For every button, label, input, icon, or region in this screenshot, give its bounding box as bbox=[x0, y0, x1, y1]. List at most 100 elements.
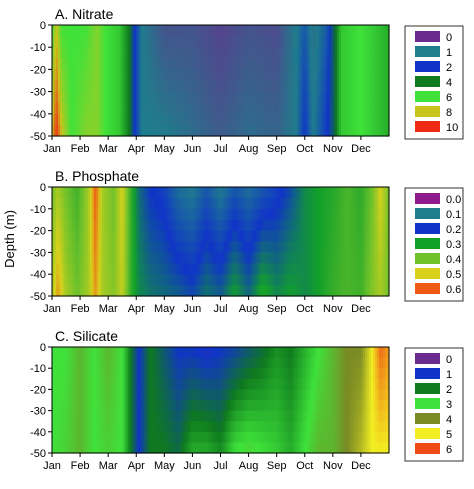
heatmap-cell bbox=[298, 230, 302, 243]
heatmap-cell bbox=[266, 208, 270, 221]
heatmap-cell bbox=[184, 36, 187, 48]
heatmap-cell bbox=[68, 389, 71, 401]
heatmap-cell bbox=[190, 47, 194, 59]
heatmap-cell bbox=[304, 69, 308, 82]
heatmap-cell bbox=[264, 431, 268, 443]
heatmap-cell bbox=[192, 197, 196, 210]
heatmap-cell bbox=[258, 80, 262, 93]
heatmap-cell bbox=[102, 80, 105, 93]
heatmap-cell bbox=[126, 197, 129, 210]
heatmap-cell bbox=[348, 187, 352, 199]
heatmap-cell bbox=[166, 421, 169, 433]
heatmap-cell bbox=[120, 357, 123, 369]
heatmap-cell bbox=[122, 187, 125, 199]
heatmap-cell bbox=[338, 252, 342, 264]
heatmap-cell bbox=[168, 368, 171, 380]
heatmap-cell bbox=[204, 102, 208, 115]
heatmap-cell bbox=[170, 347, 173, 359]
heatmap-cell bbox=[112, 36, 115, 48]
heatmap-cell bbox=[332, 263, 336, 275]
heatmap-cell bbox=[62, 113, 65, 126]
heatmap-cell bbox=[72, 197, 75, 210]
heatmap-cell bbox=[190, 389, 194, 401]
heatmap-cell bbox=[198, 187, 202, 199]
heatmap-cell bbox=[234, 368, 238, 380]
heatmap-cell bbox=[258, 124, 262, 137]
heatmap-cell bbox=[226, 230, 230, 243]
heatmap-cell bbox=[308, 368, 312, 380]
heatmap-cell bbox=[130, 400, 133, 412]
heatmap-cell bbox=[310, 400, 314, 412]
heatmap-cell bbox=[194, 263, 198, 275]
heatmap-cell bbox=[126, 69, 129, 82]
heatmap-cell bbox=[228, 421, 232, 433]
heatmap-cell bbox=[202, 187, 206, 199]
heatmap-cell bbox=[86, 442, 89, 454]
heatmap-cell bbox=[332, 208, 336, 221]
heatmap-cell bbox=[210, 252, 214, 264]
heatmap-cell bbox=[268, 431, 272, 443]
heatmap-cell bbox=[154, 124, 157, 137]
heatmap-cell bbox=[172, 442, 175, 454]
heatmap-cell bbox=[354, 91, 358, 104]
heatmap-cell bbox=[304, 241, 308, 253]
heatmap-cell bbox=[290, 357, 294, 369]
heatmap-cell bbox=[52, 421, 55, 433]
heatmap-cell bbox=[318, 47, 322, 59]
heatmap-cell bbox=[116, 69, 119, 82]
heatmap-cell bbox=[182, 219, 185, 232]
heatmap-cell bbox=[198, 389, 202, 401]
heatmap-cell bbox=[134, 208, 137, 221]
heatmap-cell bbox=[372, 124, 376, 137]
heatmap-cell bbox=[74, 124, 77, 137]
heatmap-cell bbox=[54, 285, 57, 297]
heatmap-cell bbox=[344, 421, 348, 433]
heatmap-cell bbox=[174, 25, 177, 37]
heatmap-cell bbox=[378, 187, 382, 199]
heatmap-cell bbox=[222, 219, 226, 232]
heatmap-cell bbox=[266, 124, 270, 137]
heatmap-cell bbox=[148, 187, 151, 199]
heatmap-cell bbox=[64, 400, 67, 412]
heatmap-cell bbox=[346, 197, 350, 210]
heatmap-cell bbox=[270, 47, 274, 59]
x-tick-label: Apr bbox=[128, 303, 145, 315]
heatmap-cell bbox=[296, 378, 300, 390]
heatmap-cell bbox=[278, 219, 282, 232]
heatmap-cell bbox=[114, 69, 117, 82]
heatmap-cell bbox=[258, 378, 262, 390]
heatmap-cell bbox=[250, 357, 254, 369]
heatmap-cell bbox=[344, 80, 348, 93]
heatmap-cell bbox=[300, 285, 304, 297]
heatmap-cell bbox=[320, 368, 324, 380]
heatmap-cell bbox=[264, 357, 268, 369]
heatmap-cell bbox=[176, 102, 179, 115]
heatmap-cell bbox=[272, 197, 276, 210]
heatmap-cell bbox=[96, 113, 99, 126]
heatmap-cell bbox=[198, 80, 202, 93]
heatmap-cell bbox=[314, 389, 318, 401]
heatmap-cell bbox=[210, 47, 214, 59]
heatmap-cell bbox=[344, 25, 348, 37]
heatmap-cell bbox=[260, 410, 264, 422]
heatmap-cell bbox=[204, 36, 208, 48]
heatmap-cell bbox=[188, 421, 192, 433]
heatmap-cell bbox=[342, 241, 346, 253]
heatmap-cell bbox=[94, 58, 97, 70]
heatmap-cell bbox=[306, 347, 310, 359]
heatmap-cell bbox=[216, 431, 220, 443]
heatmap-cell bbox=[110, 285, 113, 297]
heatmap-cell bbox=[236, 69, 240, 82]
heatmap-cell bbox=[260, 197, 264, 210]
heatmap-cell bbox=[328, 241, 332, 253]
heatmap-cell bbox=[190, 274, 194, 286]
heatmap-cell bbox=[194, 378, 198, 390]
heatmap-cell bbox=[52, 368, 55, 380]
heatmap-cell bbox=[62, 285, 65, 297]
heatmap-cell bbox=[348, 197, 352, 210]
heatmap-cell bbox=[132, 91, 135, 104]
heatmap-cell bbox=[260, 252, 264, 264]
heatmap-cell bbox=[346, 230, 350, 243]
heatmap-cell bbox=[74, 421, 77, 433]
